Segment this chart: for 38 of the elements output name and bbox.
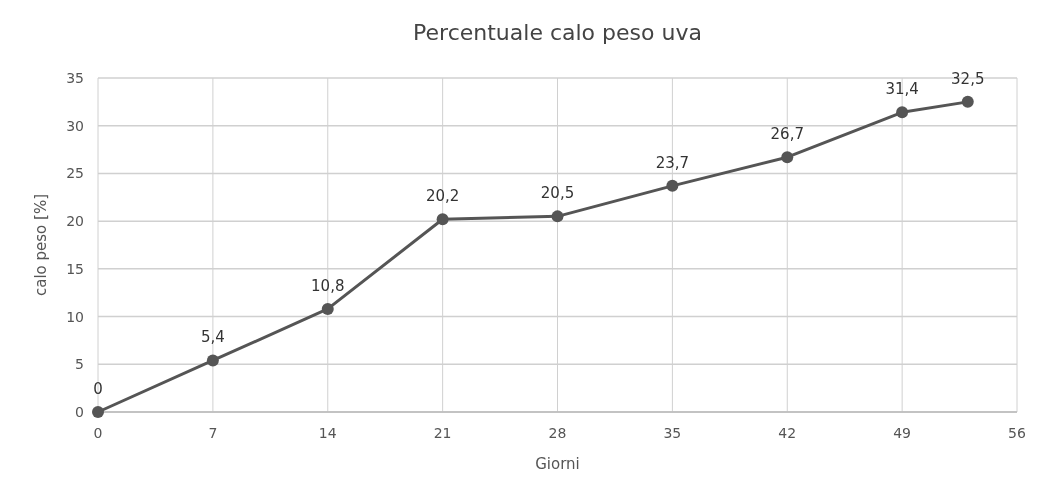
y-tick-label: 25	[66, 165, 84, 182]
x-tick-label: 42	[778, 425, 797, 441]
point	[551, 210, 564, 223]
x-tick-label: 0	[93, 425, 103, 441]
y-tick-label: 20	[66, 213, 84, 230]
point	[206, 354, 219, 367]
x-axis-title: Giorni	[535, 455, 580, 473]
y-tick-label: 30	[66, 117, 84, 134]
y-axis-title: calo peso [%]	[32, 193, 50, 297]
data-label: 26,7	[770, 125, 804, 144]
point	[321, 302, 334, 315]
y-tick-label: 15	[66, 260, 84, 277]
data-label: 10,8	[311, 276, 345, 295]
data-label: 20,5	[540, 184, 575, 203]
x-tick-label: 49	[893, 425, 912, 441]
data-label: 31,4	[885, 80, 919, 99]
point	[666, 179, 679, 192]
y-tick-label: 5	[75, 356, 84, 373]
chart-title: Percentuale calo peso uva	[413, 20, 702, 45]
x-tick-label: 56	[1008, 425, 1026, 441]
y-tick-label: 10	[66, 308, 84, 325]
point	[92, 406, 104, 418]
x-tick-label: 7	[208, 425, 218, 441]
point	[896, 106, 909, 119]
point	[781, 151, 794, 164]
point	[436, 213, 449, 226]
point	[961, 95, 974, 108]
data-label: 23,7	[655, 153, 690, 172]
data-label: 5,4	[200, 328, 225, 347]
y-tick-label: 0	[75, 404, 84, 420]
x-tick-label: 28	[548, 425, 567, 441]
data-label: 20,2	[425, 187, 460, 206]
data-label: 32,5	[951, 69, 985, 88]
y-tick-label: 35	[66, 70, 84, 86]
x-tick-label: 21	[433, 425, 452, 441]
x-tick-label: 14	[318, 425, 337, 441]
data-label: 0	[93, 380, 103, 398]
x-tick-label: 35	[663, 425, 682, 441]
